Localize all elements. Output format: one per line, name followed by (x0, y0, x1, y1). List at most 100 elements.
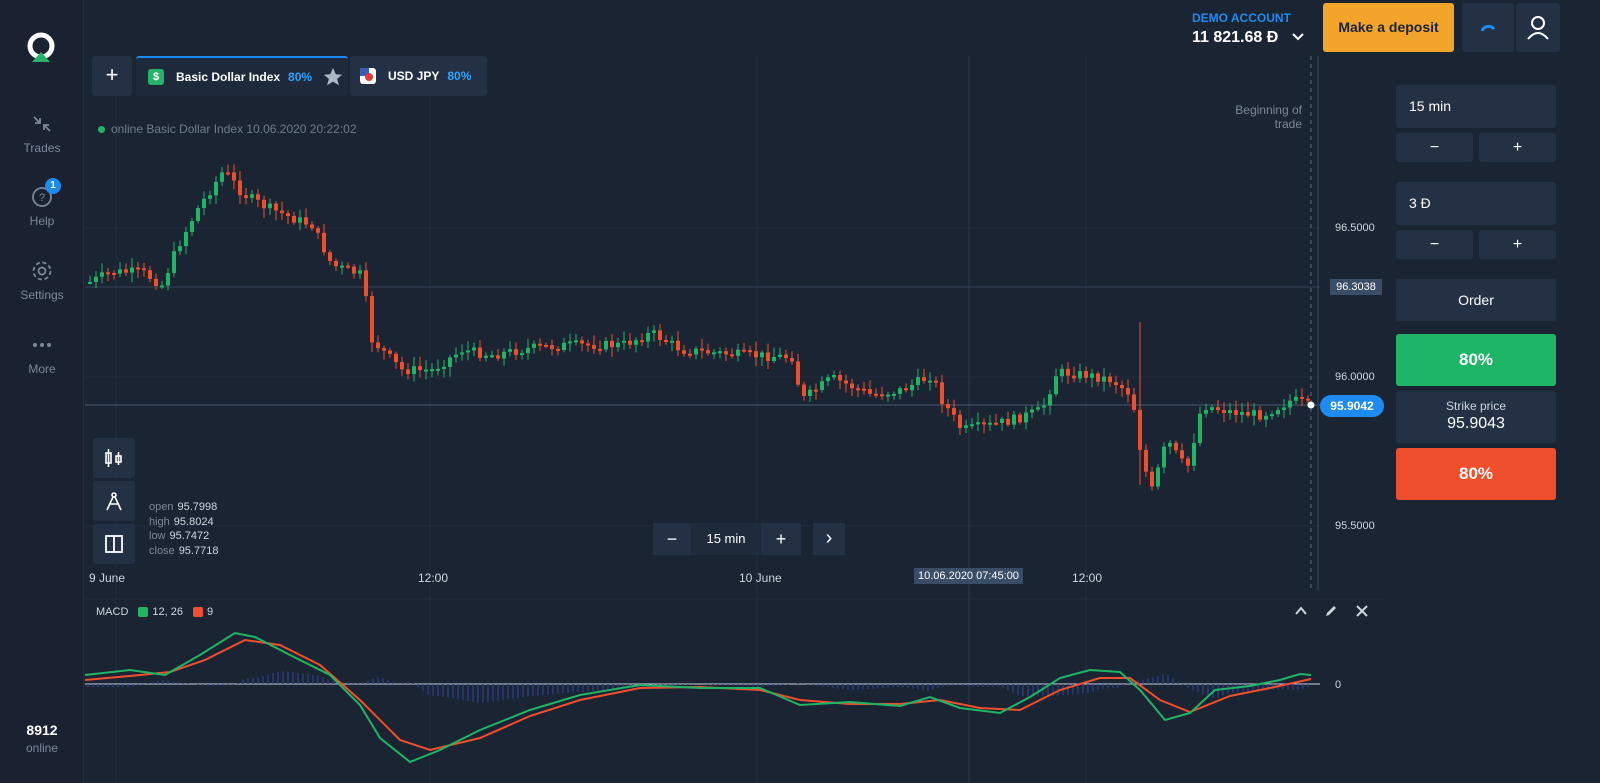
candle (472, 347, 476, 351)
candle (328, 252, 332, 261)
candle (196, 208, 200, 222)
macd-zero-tick: 0 (1335, 679, 1342, 691)
candle (184, 231, 188, 247)
help-badge: 1 (45, 178, 61, 194)
amount-minus-button[interactable]: − (1396, 230, 1473, 259)
make-deposit-button[interactable]: Make a deposit (1323, 3, 1454, 52)
scroll-right-button[interactable]: › (813, 523, 845, 555)
current-price-marker (1307, 401, 1315, 409)
candle (1306, 398, 1310, 401)
amount-plus-button[interactable]: + (1479, 230, 1556, 259)
timeframe-minus-button[interactable]: − (653, 523, 691, 555)
put-button[interactable]: 80% (1396, 448, 1556, 500)
price-tick: 96.5000 (1335, 222, 1375, 234)
candle (232, 172, 236, 181)
tab-usd-jpy[interactable]: USD JPY 80% (350, 56, 487, 96)
sidebar-item-settings[interactable]: Settings (0, 260, 84, 302)
candle (1258, 410, 1262, 420)
candle (640, 340, 644, 343)
macd-signal-label: 9 (206, 606, 214, 618)
candle (976, 422, 980, 425)
candle (958, 414, 962, 428)
candle (310, 224, 314, 229)
candle (628, 340, 632, 345)
drawing-tools-button[interactable] (93, 481, 135, 521)
dollar-icon: $ (148, 69, 164, 85)
candle (1168, 442, 1172, 447)
candle (832, 374, 836, 378)
sidebar-item-help[interactable]: ? 1 Help (0, 178, 84, 228)
add-asset-button[interactable]: + (92, 56, 132, 96)
profile-button[interactable] (1516, 3, 1560, 52)
call-button[interactable]: 80% (1396, 334, 1556, 386)
sidebar-item-label: Trades (23, 141, 61, 155)
chart-type-button[interactable] (93, 438, 135, 478)
account-type[interactable]: DEMO ACCOUNT (1192, 11, 1291, 25)
collapse-icon[interactable] (1294, 604, 1308, 618)
timeframe-value[interactable]: 15 min (691, 523, 761, 555)
candle (154, 278, 158, 286)
timeframe-plus-button[interactable]: + (761, 523, 801, 555)
candle (1078, 371, 1082, 379)
duration-minus-button[interactable]: − (1396, 133, 1473, 162)
candle (1090, 373, 1094, 378)
macd-label: MACD (96, 606, 129, 618)
account-balance[interactable]: 11 821.68 Đ (1192, 29, 1305, 47)
candle (490, 355, 494, 358)
candle (160, 285, 164, 288)
candle (886, 394, 890, 397)
candle (1192, 443, 1196, 466)
candle (880, 394, 884, 397)
amount-input[interactable]: 3 Đ (1396, 182, 1556, 225)
logo-icon[interactable] (26, 32, 56, 64)
candle (172, 251, 176, 273)
candle (1234, 410, 1238, 415)
duration-input[interactable]: 15 min (1396, 85, 1556, 128)
close-icon[interactable] (1355, 604, 1369, 618)
edit-icon[interactable] (1324, 604, 1338, 618)
sidebar-item-more[interactable]: More (0, 334, 84, 376)
ohlc-label: low (149, 530, 166, 542)
candle (616, 342, 620, 348)
duration-plus-button[interactable]: + (1479, 133, 1556, 162)
candle (376, 342, 380, 349)
candle (634, 340, 638, 345)
svg-text:?: ? (39, 192, 45, 204)
candle (772, 356, 776, 361)
candle (988, 422, 992, 425)
loading-button[interactable] (1462, 3, 1514, 52)
candle (100, 272, 104, 277)
candle (1060, 368, 1064, 377)
order-button[interactable]: Order (1396, 279, 1556, 321)
candle (1294, 396, 1298, 401)
candle (1162, 446, 1166, 468)
dots-icon (33, 343, 51, 347)
candle (520, 353, 524, 356)
candle (274, 203, 278, 211)
candle (214, 181, 218, 196)
ohlc-label: high (149, 515, 170, 528)
candle (1102, 376, 1106, 382)
macd-line-swatch (138, 607, 149, 617)
layout-button[interactable] (93, 524, 135, 564)
candle (262, 199, 266, 209)
candle (856, 388, 860, 391)
candle (484, 355, 488, 358)
ohlc-low: 95.7472 (169, 530, 210, 542)
candle (826, 377, 830, 382)
candle (592, 344, 596, 349)
macd-fast-label: 12, 26 (152, 606, 183, 618)
candle (604, 340, 608, 350)
strike-price-box[interactable]: Strike price 95.9043 (1396, 391, 1556, 443)
chart-grid (85, 56, 1385, 783)
candle (502, 351, 506, 359)
sidebar-item-trades[interactable]: Trades (0, 113, 84, 155)
candle (784, 354, 788, 359)
tab-basic-dollar-index[interactable]: $ Basic Dollar Index 80% (136, 56, 348, 96)
candle (928, 380, 932, 383)
star-icon[interactable] (322, 66, 344, 88)
online-counter: 8912 online (0, 722, 84, 755)
candle (136, 267, 140, 270)
candle (280, 210, 284, 214)
